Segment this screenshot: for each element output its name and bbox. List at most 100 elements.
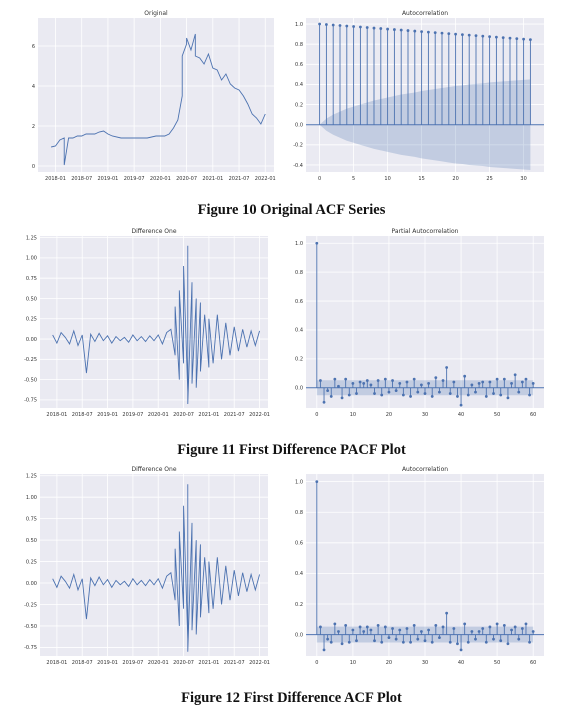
acf-marker: [347, 640, 351, 644]
x-tick-label: 25: [486, 176, 492, 182]
y-tick-label: -0.4: [293, 163, 303, 169]
acf-marker: [365, 379, 369, 382]
acf-marker: [393, 28, 396, 31]
x-tick-label: 50: [494, 660, 500, 666]
chart-acf-original: -0.4 -0.2 0.0 0.2 0.4 0.6 0.8 1.0 0 5 10 15 20 25 30 Au…: [293, 10, 544, 182]
acf-marker: [329, 395, 333, 398]
acf-marker: [529, 38, 532, 42]
chart-pacf-difference: 0.0 0.2 0.4 0.6 0.8 1.0 0 10 20 30 40 50 60 Partial A…: [295, 228, 544, 418]
acf-marker: [351, 628, 355, 632]
y-tick-label: 1.25: [26, 235, 37, 241]
series-line: [51, 33, 266, 166]
chart-original: 0 2 4 6 2018-01 2018-07 2019-01 2019-07 2020-01 2…: [32, 10, 276, 182]
acf-marker: [441, 625, 445, 629]
x-tick-label: 2020-01: [148, 660, 169, 666]
acf-marker: [445, 611, 449, 615]
acf-marker: [409, 640, 412, 644]
acf-marker: [466, 393, 470, 397]
acf-marker: [459, 403, 463, 407]
acf-marker: [358, 625, 362, 629]
acf-marker: [463, 374, 467, 378]
x-tick-label: 2018-01: [45, 176, 66, 182]
y-tick-label: 6: [32, 44, 35, 50]
x-tick-label: 10: [384, 176, 390, 182]
acf-marker: [528, 640, 531, 644]
acf-marker: [427, 30, 430, 34]
acf-marker: [484, 395, 488, 398]
series-line: [52, 245, 260, 404]
x-tick-label: 2020-07: [176, 176, 197, 182]
acf-marker: [406, 29, 410, 32]
acf-marker: [326, 389, 330, 393]
acf-marker: [502, 377, 506, 381]
y-tick-label: 0.4: [295, 82, 303, 88]
x-tick-label: 60: [530, 660, 536, 666]
acf-marker: [362, 382, 366, 385]
acf-marker: [481, 627, 485, 630]
y-tick-label: 0.2: [295, 102, 303, 108]
acf-marker: [520, 627, 524, 630]
acf-marker: [477, 382, 481, 385]
acf-marker: [340, 396, 344, 400]
acf-marker: [405, 627, 409, 630]
acf-marker: [412, 624, 416, 627]
x-tick-label: 2019-01: [97, 412, 118, 418]
y-tick-label: -0.50: [24, 377, 37, 383]
acf-marker: [376, 379, 380, 382]
acf-marker: [319, 379, 322, 382]
x-tick-label: 2018-01: [46, 660, 67, 666]
acf-marker: [513, 625, 517, 629]
acf-marker: [474, 637, 477, 641]
y-tick-label: -0.50: [24, 624, 37, 630]
x-tick-label: 60: [530, 412, 536, 418]
acf-marker: [413, 29, 417, 33]
y-tick-label: 1.0: [295, 22, 303, 28]
acf-marker: [452, 627, 456, 630]
acf-marker: [433, 31, 437, 34]
acf-marker: [492, 392, 495, 395]
acf-marker: [383, 625, 387, 629]
y-tick-label: 1.00: [26, 495, 37, 501]
acf-marker: [481, 380, 485, 384]
acf-marker: [481, 34, 485, 38]
acf-marker: [373, 639, 376, 643]
acf-marker: [434, 376, 438, 380]
chart-difference-one: -0.75 -0.50 -0.25 0.00 0.25 0.50 0.75 1.00 1.25 2…: [24, 466, 270, 666]
y-tick-label: 0.4: [295, 571, 303, 577]
chart-title: Autocorrelation: [402, 10, 448, 17]
acf-marker: [380, 393, 384, 397]
chart-title: Difference One: [131, 228, 176, 235]
acf-marker: [398, 382, 402, 385]
y-tick-label: 0.6: [295, 299, 303, 305]
acf-marker: [488, 625, 492, 629]
acf-marker: [441, 379, 445, 382]
y-tick-label: 1.0: [295, 479, 303, 485]
acf-marker: [398, 628, 402, 632]
x-tick-label: 15: [418, 176, 424, 182]
acf-marker: [344, 624, 348, 627]
acf-marker: [506, 642, 510, 646]
acf-marker: [399, 28, 403, 32]
x-tick-label: 2020-01: [150, 176, 171, 182]
acf-marker: [318, 22, 321, 26]
acf-marker: [365, 625, 369, 629]
x-tick-label: 0: [315, 412, 318, 418]
acf-marker: [369, 628, 373, 632]
x-tick-label: 2020-01: [148, 412, 169, 418]
y-tick-label: 1.00: [26, 256, 37, 262]
y-tick-label: -0.2: [293, 143, 303, 149]
acf-marker: [380, 640, 384, 644]
y-tick-label: 0.00: [26, 581, 37, 587]
x-tick-label: 20: [386, 660, 392, 666]
acf-marker: [379, 27, 383, 30]
acf-marker: [524, 622, 528, 626]
acf-marker: [522, 37, 525, 41]
y-tick-label: 0.8: [295, 270, 303, 276]
acf-marker: [351, 382, 355, 385]
acf-marker: [419, 630, 423, 633]
y-tick-label: 1.0: [295, 241, 303, 247]
chart-title: Difference One: [131, 466, 176, 473]
acf-marker: [470, 383, 474, 387]
acf-marker: [359, 25, 362, 29]
acf-marker: [345, 24, 349, 28]
